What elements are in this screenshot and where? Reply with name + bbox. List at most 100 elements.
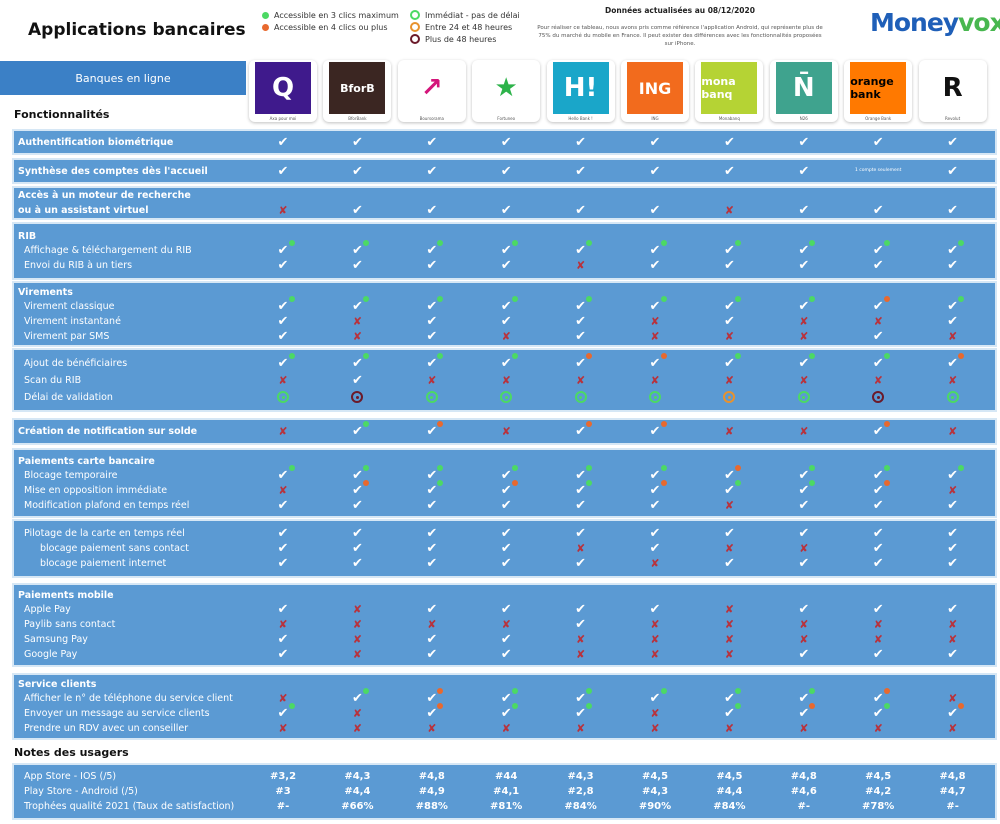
table-cell: ✘ (253, 721, 313, 736)
check-icon: ✔ (500, 497, 512, 513)
bank-logo-hello-bank-[interactable]: H! Hello Bank ! (546, 60, 615, 122)
table-cell: ✘ (699, 424, 759, 439)
green-dot-icon (809, 688, 816, 694)
bank-logo-orange-bank[interactable]: orange bank Orange Bank (844, 60, 913, 122)
table-cell: ✔ (551, 203, 611, 218)
cross-icon: ✘ (650, 373, 660, 387)
check-icon: ✔ (426, 328, 438, 344)
table-cell: ✔ (402, 164, 462, 179)
bank-logo-bforbank[interactable]: BforB BforBank (323, 60, 392, 122)
check-icon: ✔ (649, 497, 661, 513)
table-cell (476, 390, 536, 405)
table-cell: ✔ (476, 464, 536, 483)
table-cell: ✔ (923, 258, 983, 273)
table-row: App Store - IOS (/5) #3,2 #4,3 #4,8 #44 #4,3 #… (14, 769, 995, 784)
bank-logo-axa-pour-moi[interactable]: Q Axa pour moi (249, 60, 317, 122)
feature-label: App Store - IOS (/5) (24, 771, 117, 782)
table-cell: ✔ (699, 295, 759, 314)
green-dot-icon (437, 479, 444, 486)
check-icon: ✔ (724, 240, 741, 258)
bank-logo-image: BforB (329, 62, 386, 114)
table-cell: ✔ (848, 602, 908, 617)
check-icon: ✔ (798, 526, 810, 541)
table-cell: ✔ (848, 541, 908, 556)
check-icon: ✔ (426, 352, 444, 371)
orange-dot-icon (586, 421, 593, 427)
check-icon: ✔ (277, 328, 289, 344)
clock-green-icon (797, 391, 810, 403)
table-cell: ✔ (253, 314, 313, 329)
table-cell (327, 390, 387, 405)
table-cell: ✔ (774, 688, 834, 706)
rating-value: #4,7 (939, 786, 966, 797)
table-cell: ✘ (774, 617, 834, 632)
table-cell: ✘ (625, 721, 685, 736)
update-date: Données actualisées au 08/12/2020 (605, 6, 755, 15)
cross-icon: ✘ (799, 633, 809, 646)
cross-icon: ✘ (278, 692, 288, 705)
cross-icon: ✘ (799, 425, 809, 438)
green-dot-icon (734, 352, 741, 359)
table-cell: ✔ (551, 526, 611, 541)
bank-logo-monabanq[interactable]: mona banq Monabanq (695, 60, 764, 122)
check-icon: ✔ (500, 526, 512, 541)
check-icon: ✔ (500, 541, 512, 556)
green-dot-icon (437, 352, 444, 359)
green-dot-icon (362, 464, 369, 471)
table-cell: ✔ (625, 203, 685, 218)
check-icon: ✔ (501, 688, 518, 706)
cross-icon: ✘ (278, 425, 288, 438)
rating-value: #66% (341, 801, 374, 812)
feature-label: Apple Pay (24, 604, 71, 615)
check-icon: ✔ (351, 526, 363, 541)
table-cell: ✘ (699, 373, 759, 388)
table-cell: ✔ (699, 479, 759, 498)
table-cell (923, 390, 983, 405)
check-icon: ✔ (947, 497, 959, 513)
table-cell: ✔ (848, 703, 908, 721)
table-cell: ✔ (253, 135, 313, 150)
cross-icon: ✘ (427, 722, 437, 735)
bank-logo-n26[interactable]: N̄ N26 (769, 60, 838, 122)
check-icon: ✔ (277, 134, 289, 150)
table-cell: ✔ (551, 240, 611, 258)
table-cell: ✔ (253, 526, 313, 541)
table-cell: ✔ (327, 352, 387, 371)
check-icon: ✔ (650, 688, 667, 706)
table-cell: ✔ (923, 464, 983, 483)
check-icon: ✔ (650, 352, 667, 371)
check-icon: ✔ (872, 602, 884, 617)
bank-logo-ing[interactable]: ING ING (621, 60, 689, 122)
check-icon: ✔ (873, 295, 890, 314)
table-row: Accès à un moteur de recherche (14, 188, 995, 203)
check-icon: ✔ (277, 647, 289, 662)
table-cell (402, 390, 462, 405)
check-icon: ✔ (798, 464, 816, 483)
check-icon: ✔ (798, 240, 816, 258)
bank-logo-boursorama[interactable]: ↗ Boursorama (397, 60, 466, 122)
check-icon: ✔ (352, 295, 369, 314)
table-cell: ✘ (476, 329, 536, 344)
clock-dark-icon (351, 391, 364, 403)
cross-icon: ✘ (873, 618, 883, 631)
bank-logo-fortuneo[interactable]: ★ Fortuneo (472, 60, 541, 122)
table-cell: ✔ (327, 498, 387, 513)
check-icon: ✔ (426, 647, 438, 662)
table-cell: ✔ (551, 164, 611, 179)
table-cell: ✔ (402, 421, 462, 439)
cross-icon: ✘ (724, 603, 734, 616)
table-cell: ✔ (774, 258, 834, 273)
orange-dot-icon (734, 464, 741, 471)
clock-dark-icon (872, 391, 885, 403)
feature-label: Envoi du RIB à un tiers (24, 260, 133, 271)
table-row: Paylib sans contact ✘ ✘ ✘ ✘ ✔ ✘ ✘ ✘ ✘ ✘ (14, 617, 995, 632)
check-icon: ✔ (575, 421, 593, 439)
green-dot-icon (809, 240, 816, 246)
orange-dot-icon (437, 688, 444, 694)
table-cell: ✔ (402, 498, 462, 513)
bank-logo-revolut[interactable]: R Revolut (918, 60, 987, 122)
brand-part: vox (958, 8, 1000, 37)
table-cell: ✔ (699, 703, 759, 721)
table-cell: ✔ (848, 526, 908, 541)
legend-item: Accessible en 3 clics maximum (262, 9, 399, 21)
